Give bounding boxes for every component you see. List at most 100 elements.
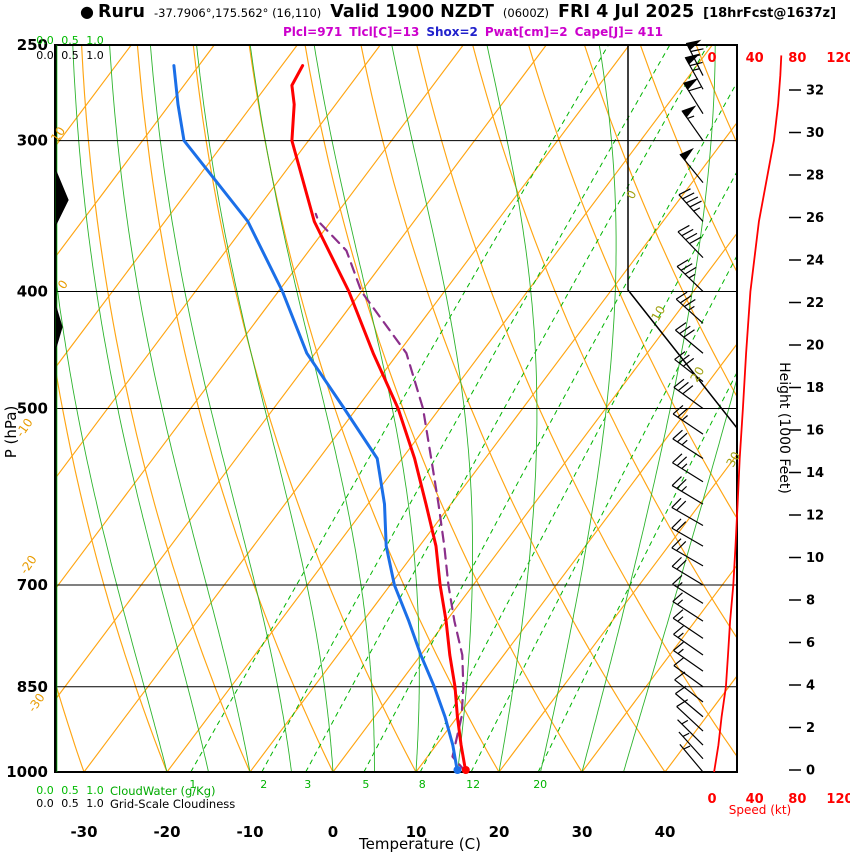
svg-text:6: 6 [806, 636, 815, 651]
svg-text:0.5: 0.5 [61, 34, 79, 47]
svg-text:Speed (kt): Speed (kt) [729, 803, 791, 817]
axis-titles: P (hPa) Height (1000 Feet) Temperature (C)… [2, 362, 792, 853]
temperature-curve [290, 64, 468, 774]
svg-text:3: 3 [304, 778, 311, 791]
chart-header: ● Ruru -37.7906°,175.562° (16,110) Valid… [80, 2, 836, 22]
svg-text:-20: -20 [17, 553, 40, 577]
svg-text:Temperature (C): Temperature (C) [358, 835, 481, 853]
wind-barbs [671, 39, 704, 773]
cloudiness-profile [55, 45, 69, 772]
station-coords: -37.7906°,175.562° (16,110) [154, 6, 322, 20]
svg-text:850: 850 [17, 678, 48, 696]
stat-item: Plcl=971 [283, 25, 343, 39]
stat-item: Tlcl[C]=13 [349, 25, 420, 39]
pressure-tick-labels: 250 300 400 500 700 850 1000 [6, 36, 48, 781]
moist-adiabats [55, 45, 737, 772]
svg-text:0.5: 0.5 [61, 797, 79, 810]
svg-text:Height (1000 Feet): Height (1000 Feet) [776, 362, 792, 494]
forecast-hour: [18hrFcst@1637z] [703, 6, 837, 21]
svg-text:1.0: 1.0 [86, 49, 104, 62]
stat-item: Cape[J]= 411 [574, 25, 663, 39]
svg-text:20: 20 [687, 364, 707, 384]
svg-text:30: 30 [723, 449, 743, 469]
svg-text:10: 10 [48, 124, 68, 145]
svg-text:300: 300 [17, 132, 48, 150]
svg-text:120: 120 [826, 51, 850, 66]
svg-text:0: 0 [707, 792, 716, 807]
svg-text:12: 12 [806, 509, 824, 524]
svg-text:700: 700 [17, 576, 48, 594]
svg-text:40: 40 [746, 51, 764, 66]
svg-text:0.0: 0.0 [36, 784, 54, 797]
svg-text:-10: -10 [236, 823, 263, 841]
background-lattice [55, 45, 737, 772]
svg-text:250: 250 [17, 36, 48, 54]
temp-tick-labels: -30 -20 -10 0 10 20 30 40 [70, 823, 675, 841]
station-bullet-icon: ● [80, 2, 94, 21]
svg-text:80: 80 [788, 51, 806, 66]
svg-text:20: 20 [806, 339, 824, 354]
plot-border [54, 44, 738, 773]
svg-text:10: 10 [648, 303, 668, 323]
cloudwater-scale-label: CloudWater (g/Kg) [110, 784, 216, 798]
svg-text:1.0: 1.0 [86, 784, 104, 797]
stat-item: Pwat[cm]=2 [484, 25, 568, 39]
svg-text:1: 1 [189, 778, 196, 791]
svg-text:-20: -20 [153, 823, 180, 841]
dry-adiabats [55, 45, 737, 772]
moist-adiabat-labels: 0 10 20 30 [623, 188, 743, 470]
svg-text:1.0: 1.0 [86, 34, 104, 47]
svg-text:8: 8 [419, 778, 426, 791]
svg-text:5: 5 [362, 778, 369, 791]
svg-text:20: 20 [533, 778, 547, 791]
svg-text:40: 40 [746, 792, 764, 807]
svg-text:24: 24 [806, 254, 824, 269]
mixing-ratio-labels: 1 2 3 5 8 12 20 [189, 778, 547, 791]
svg-text:0.0: 0.0 [36, 34, 54, 47]
svg-text:22: 22 [806, 296, 824, 311]
svg-text:1.0: 1.0 [86, 797, 104, 810]
svg-text:0: 0 [623, 188, 639, 202]
svg-text:10: 10 [806, 551, 824, 566]
svg-text:0.0: 0.0 [36, 797, 54, 810]
svg-text:10: 10 [406, 823, 427, 841]
svg-text:28: 28 [806, 169, 824, 184]
cut-boundary [627, 45, 738, 429]
wind-speed-curve [713, 55, 783, 773]
svg-text:30: 30 [806, 126, 824, 141]
scale-number-rows: 0.0 0.5 1.0 0.0 0.5 1.0 0.0 0.5 1.0 0.0 0.5 1.0 [36, 34, 104, 810]
svg-text:0.0: 0.0 [36, 49, 54, 62]
stats-line: Plcl=971 Tlcl[C]=13 Shox=2 Pwat[cm]=2 Cape[J… [283, 25, 670, 39]
svg-text:2: 2 [260, 778, 267, 791]
stat-item: Shox=2 [426, 25, 478, 39]
dewpoint-curve [172, 64, 459, 774]
svg-text:12: 12 [466, 778, 480, 791]
svg-text:-30: -30 [70, 823, 97, 841]
pressure-gridlines [55, 140, 737, 688]
svg-text:0: 0 [328, 823, 338, 841]
svg-text:500: 500 [17, 400, 48, 418]
svg-text:18: 18 [806, 381, 824, 396]
svg-text:4: 4 [806, 679, 815, 694]
svg-text:20: 20 [489, 823, 510, 841]
valid-utc: (0600Z) [502, 6, 550, 20]
parcel-curve [314, 212, 467, 774]
svg-text:120: 120 [826, 792, 850, 807]
valid-date: FRI 4 Jul 2025 [558, 2, 695, 22]
svg-text:0: 0 [707, 51, 716, 66]
svg-text:16: 16 [806, 424, 824, 439]
svg-text:14: 14 [806, 466, 824, 481]
surface-markers [453, 766, 470, 774]
valid-time: Valid 1900 NZDT [330, 2, 494, 22]
station-name: Ruru [97, 2, 145, 22]
cloudiness-scale-label: Grid-Scale Cloudiness [110, 797, 236, 811]
svg-text:1000: 1000 [6, 763, 48, 781]
svg-text:32: 32 [806, 84, 824, 99]
svg-text:2: 2 [806, 721, 815, 736]
svg-text:400: 400 [17, 282, 48, 300]
svg-text:80: 80 [788, 792, 806, 807]
svg-text:30: 30 [572, 823, 593, 841]
svg-text:0.5: 0.5 [61, 49, 79, 62]
